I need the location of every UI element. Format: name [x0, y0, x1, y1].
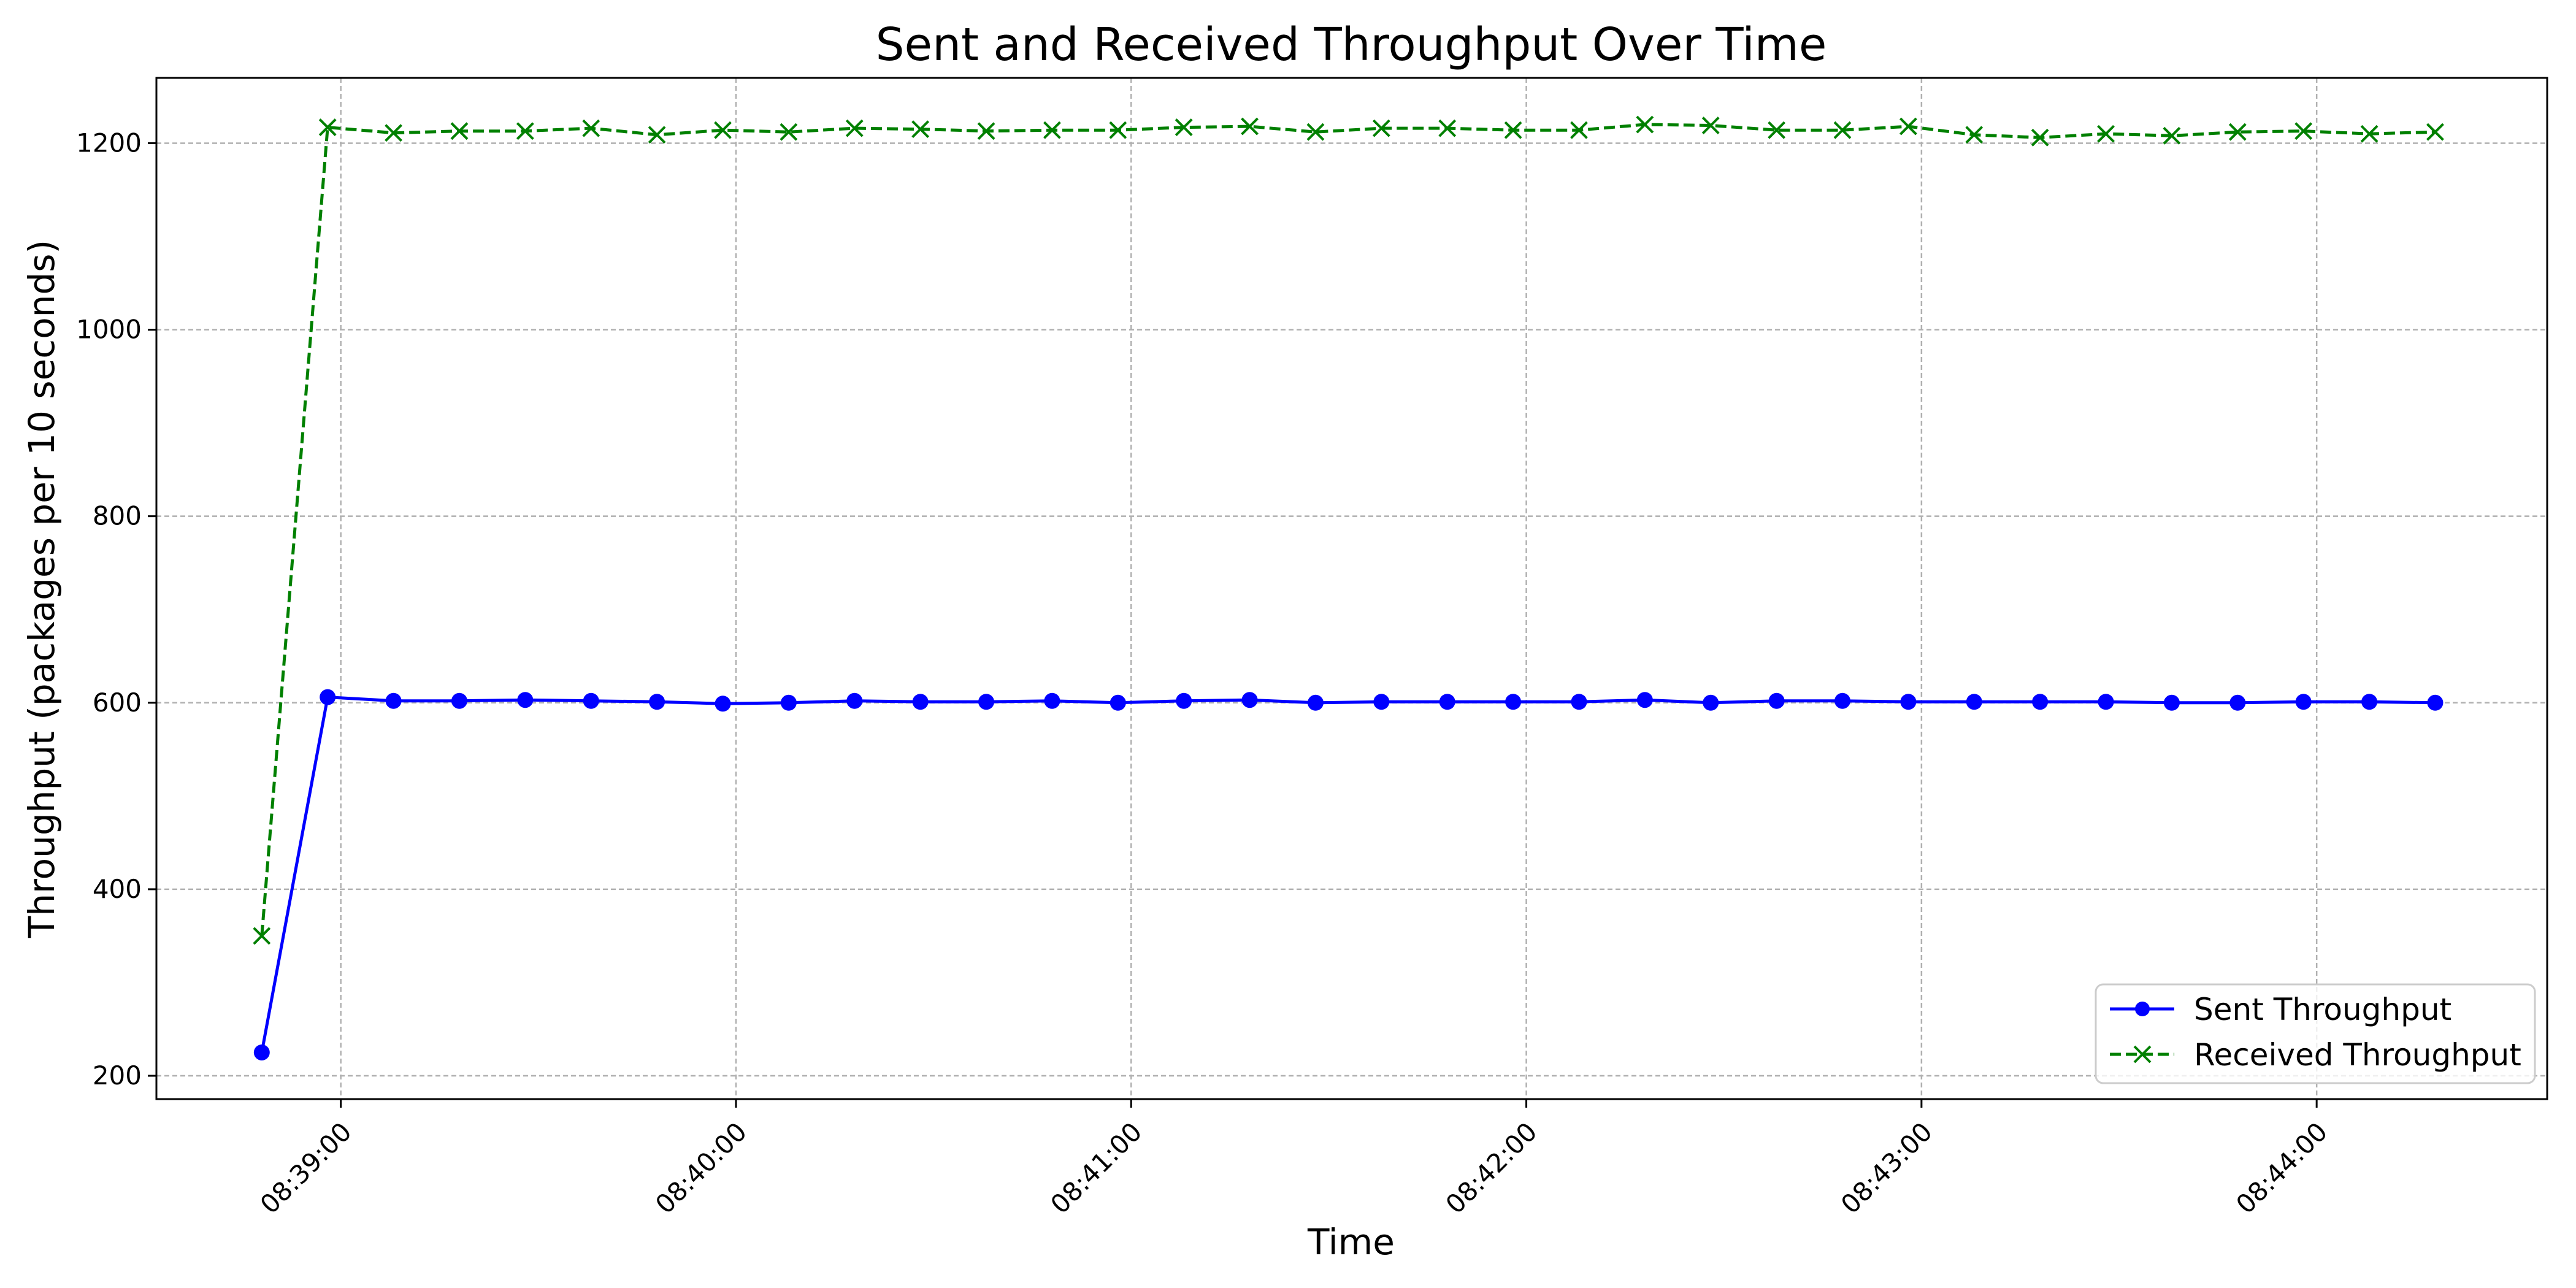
data-point — [1373, 694, 1390, 710]
data-point — [1701, 117, 1720, 134]
series-received — [253, 115, 2444, 945]
data-point — [320, 689, 336, 705]
data-point — [1438, 119, 1457, 137]
data-point — [2426, 123, 2444, 141]
data-point — [1241, 692, 1258, 708]
data-point — [649, 694, 665, 710]
data-point — [1307, 694, 1324, 711]
data-point — [1110, 694, 1126, 711]
legend: Sent Throughput Received Throughput — [2095, 983, 2536, 1084]
data-point — [1439, 694, 1455, 710]
data-point — [2163, 694, 2180, 711]
series-sent — [253, 689, 2444, 1060]
data-point — [714, 121, 732, 139]
data-point — [450, 122, 469, 140]
legend-marker-sent — [2135, 1002, 2150, 1016]
data-point — [1833, 121, 1852, 139]
data-point — [780, 123, 798, 141]
data-point — [977, 122, 995, 140]
data-point — [978, 694, 995, 710]
data-point — [846, 692, 863, 709]
data-point — [582, 119, 600, 137]
chart-title: Sent and Received Throughput Over Time — [876, 18, 1827, 71]
data-point — [1241, 117, 1259, 136]
data-point — [1571, 694, 1587, 710]
data-point — [451, 692, 467, 709]
y-tick-label: 1000 — [76, 315, 142, 345]
data-point — [2031, 128, 2049, 147]
y-tick-label: 400 — [93, 874, 142, 904]
y-tick-label: 1200 — [76, 128, 142, 158]
data-point — [318, 118, 337, 137]
data-point — [385, 124, 402, 142]
data-point — [2098, 694, 2114, 710]
data-point — [2427, 694, 2444, 711]
y-axis-label: Throughput (packages per 10 seconds) — [21, 240, 63, 938]
data-point — [1703, 694, 1719, 711]
data-point — [911, 120, 930, 139]
data-point — [1044, 692, 1060, 709]
data-point — [517, 692, 534, 708]
legend-item-received: Received Throughput — [2110, 1037, 2521, 1073]
series-layer — [253, 115, 2444, 1060]
data-point — [1966, 694, 1982, 710]
data-point — [845, 119, 864, 137]
data-point — [1109, 121, 1127, 139]
data-point — [1636, 115, 1654, 134]
plot-frame — [155, 77, 2548, 1100]
data-point — [253, 1044, 270, 1060]
data-point — [1636, 692, 1653, 708]
y-tick-label: 800 — [93, 501, 142, 531]
data-point — [1900, 694, 1917, 710]
data-point — [2163, 126, 2181, 145]
data-point — [1768, 692, 1785, 709]
data-point — [1899, 117, 1917, 136]
data-point — [2032, 694, 2049, 710]
data-point — [1306, 123, 1325, 141]
data-point — [385, 692, 402, 709]
x-axis-label: Time — [1307, 1221, 1395, 1263]
y-tick-label: 600 — [93, 688, 142, 718]
data-point — [583, 692, 599, 709]
data-point — [2361, 694, 2378, 710]
legend-marker-received — [2133, 1045, 2152, 1064]
data-point — [1965, 126, 1984, 144]
data-point — [1768, 121, 1786, 139]
legend-box — [2095, 983, 2536, 1084]
data-point — [2097, 125, 2115, 143]
data-point — [1834, 692, 1851, 709]
data-point — [1372, 119, 1390, 137]
grid — [156, 78, 2547, 1099]
series-line — [260, 695, 2436, 1053]
legend-item-sent: Sent Throughput — [2110, 992, 2451, 1027]
data-point — [2229, 694, 2246, 711]
data-point — [1043, 121, 1061, 139]
data-point — [1570, 121, 1588, 139]
y-tick-label: 200 — [93, 1060, 142, 1091]
data-point — [2228, 123, 2247, 141]
data-point — [2295, 694, 2312, 710]
data-point — [1175, 118, 1193, 137]
data-point — [780, 694, 797, 711]
series-line — [260, 123, 2436, 937]
data-point — [1505, 694, 1522, 710]
data-point — [516, 122, 534, 140]
data-point — [648, 126, 666, 144]
legend-label-received: Received Throughput — [2194, 1037, 2521, 1073]
data-point — [2360, 125, 2379, 143]
data-point — [1176, 692, 1192, 709]
data-point — [715, 696, 731, 712]
data-point — [253, 927, 271, 945]
data-point — [912, 694, 929, 710]
data-point — [1504, 121, 1522, 139]
legend-label-sent: Sent Throughput — [2194, 992, 2451, 1027]
data-point — [2294, 122, 2313, 140]
